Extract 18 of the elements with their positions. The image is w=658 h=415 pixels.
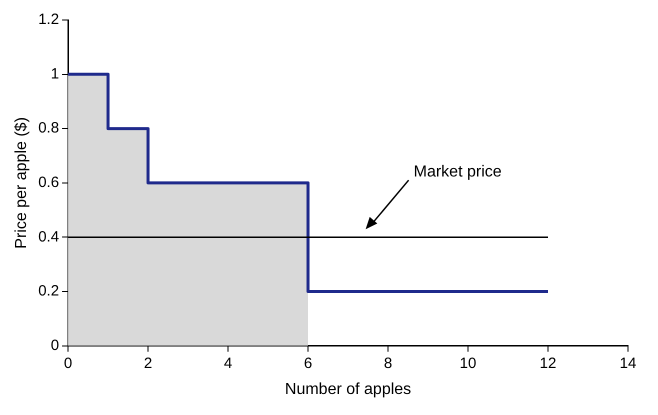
y-tick-label: 0.6 [38, 174, 60, 192]
y-tick-label: 1 [50, 65, 60, 82]
x-tick-label: 14 [620, 354, 636, 372]
y-tick-label: 0.8 [38, 120, 60, 137]
x-axis-title: Number of apples [284, 380, 412, 398]
x-tick-label: 10 [460, 354, 476, 372]
x-tick-label: 12 [540, 354, 556, 372]
x-tick-label: 8 [384, 354, 392, 372]
x-tick-label: 0 [64, 354, 72, 372]
y-tick-label: 0.2 [38, 282, 60, 300]
ref-line-label: Market price [414, 164, 502, 181]
x-tick-label: 6 [304, 354, 312, 372]
y-tick-label: 0 [50, 336, 60, 354]
y-axis-title: Price per apple ($) [13, 117, 30, 249]
x-tick-label: 2 [144, 354, 152, 372]
y-tick-label: 0.4 [38, 228, 60, 246]
x-tick-label: 4 [224, 354, 232, 372]
y-tick-label: 1.2 [38, 11, 60, 28]
